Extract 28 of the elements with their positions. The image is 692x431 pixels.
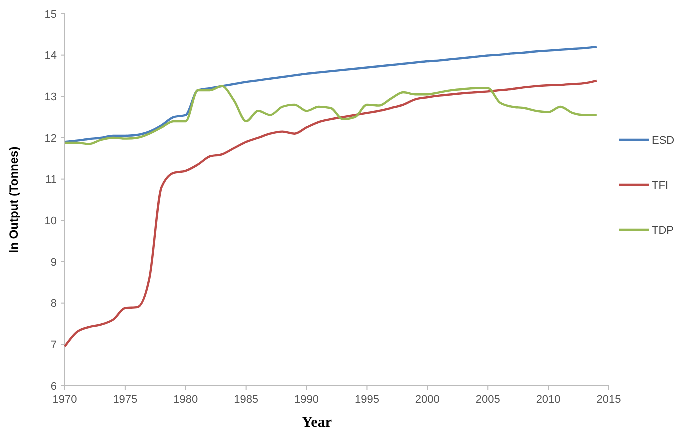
- y-tick-label: 10: [44, 216, 57, 228]
- legend-label: ESD: [652, 134, 675, 147]
- y-tick-label: 14: [44, 50, 57, 62]
- x-tick-label: 1975: [113, 394, 138, 406]
- x-tick-label: 1980: [174, 394, 198, 406]
- x-tick-label: 1970: [52, 394, 78, 406]
- x-tick-label: 2010: [536, 394, 561, 406]
- line-series: [64, 80, 598, 348]
- x-tick-label: 2015: [596, 394, 622, 406]
- x-axis-title: Year: [302, 415, 332, 431]
- y-tick-label: 13: [44, 92, 57, 104]
- y-tick-label: 6: [50, 380, 57, 393]
- legend-label: TFI: [652, 180, 668, 192]
- line-series: [64, 46, 598, 144]
- line-series: [64, 85, 598, 146]
- y-tick-label: 11: [46, 174, 57, 186]
- y-tick-label: 7: [50, 340, 57, 352]
- x-tick-label: 2000: [415, 394, 440, 406]
- y-axis-title: ln Output (Tonnes): [7, 146, 21, 254]
- y-tick-label: 8: [50, 298, 57, 310]
- y-tick-label: 9: [50, 256, 57, 269]
- x-tick-label: 2005: [476, 394, 500, 406]
- x-tick-label: 1985: [234, 394, 259, 406]
- y-tick-label: 12: [44, 132, 57, 145]
- legend-label: TDP: [652, 224, 674, 237]
- x-tick-label: 1990: [294, 394, 320, 406]
- x-tick-label: 1995: [354, 394, 380, 406]
- y-tick-label: 15: [44, 8, 57, 21]
